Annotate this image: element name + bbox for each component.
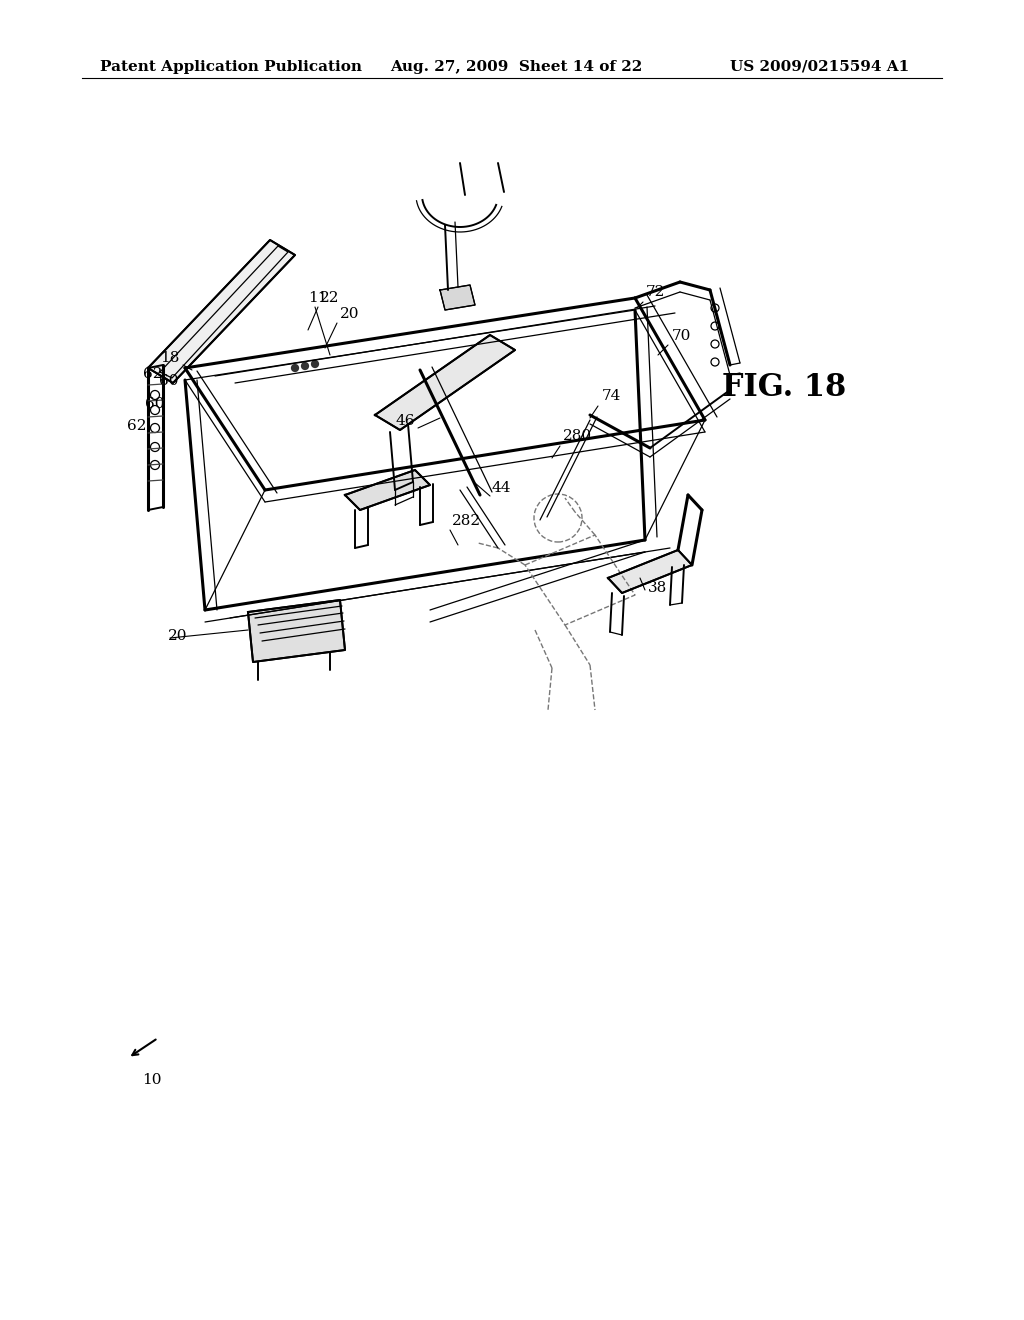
Text: 10: 10 (142, 1073, 162, 1086)
Text: 74: 74 (602, 389, 622, 403)
Text: 46: 46 (395, 414, 415, 428)
Text: 20: 20 (340, 308, 359, 321)
Circle shape (292, 364, 299, 371)
Text: 22: 22 (319, 290, 340, 305)
Text: 280: 280 (563, 429, 592, 444)
Text: 11: 11 (308, 290, 328, 305)
Text: 72: 72 (646, 285, 666, 300)
Polygon shape (148, 240, 295, 383)
Text: 18: 18 (161, 351, 180, 366)
Text: 20: 20 (168, 630, 187, 643)
Text: 282: 282 (452, 513, 481, 528)
Text: US 2009/0215594 A1: US 2009/0215594 A1 (730, 59, 909, 74)
Text: FIG. 18: FIG. 18 (722, 372, 846, 404)
Text: 70: 70 (672, 329, 691, 343)
Text: 60: 60 (159, 374, 178, 388)
Text: 62: 62 (143, 367, 163, 381)
Text: 38: 38 (648, 581, 668, 595)
Text: 60: 60 (144, 397, 164, 411)
Circle shape (311, 360, 318, 367)
Polygon shape (375, 335, 515, 430)
Text: 44: 44 (492, 480, 512, 495)
Polygon shape (345, 470, 430, 510)
Text: 62: 62 (128, 418, 147, 433)
Circle shape (301, 363, 308, 370)
Polygon shape (608, 550, 692, 593)
Polygon shape (248, 601, 345, 663)
Text: Aug. 27, 2009  Sheet 14 of 22: Aug. 27, 2009 Sheet 14 of 22 (390, 59, 642, 74)
Polygon shape (440, 285, 475, 310)
Text: Patent Application Publication: Patent Application Publication (100, 59, 362, 74)
